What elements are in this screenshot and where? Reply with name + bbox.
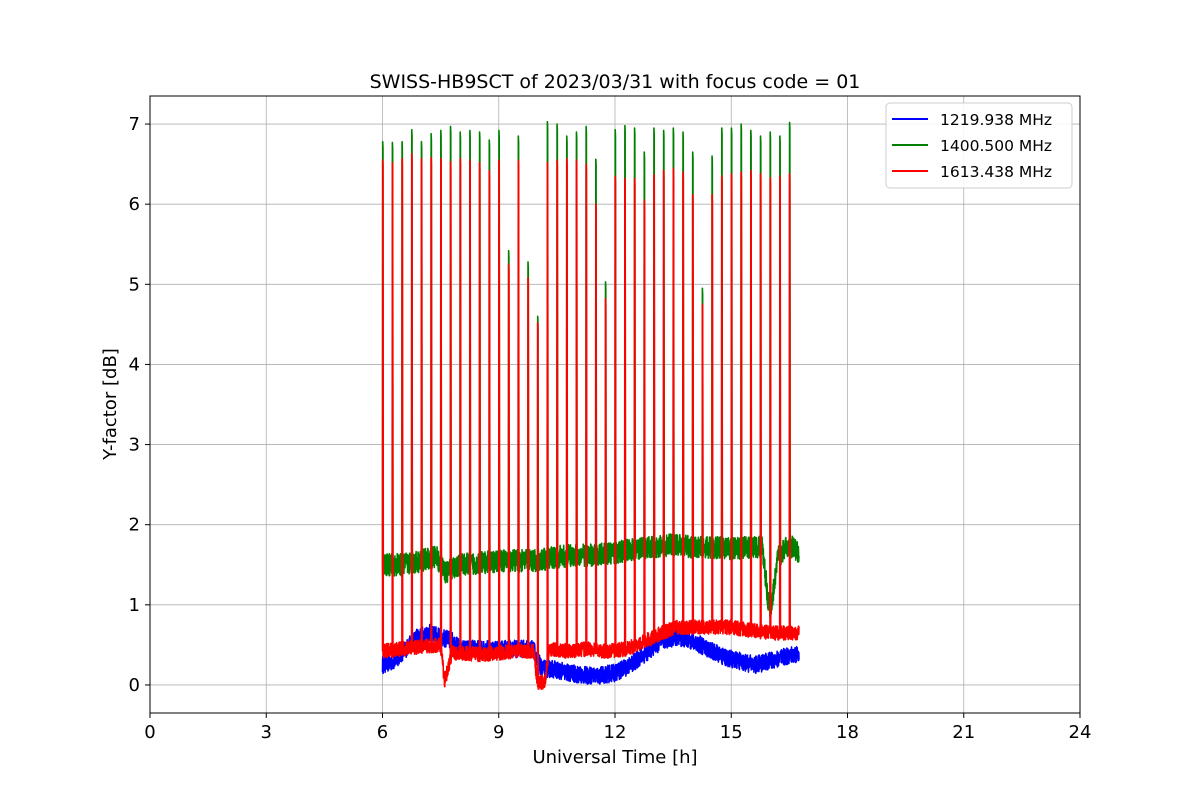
series-line-3 [381,152,800,690]
x-tick-label: 21 [952,722,975,743]
plot-area [381,120,800,690]
x-tick-label: 3 [261,722,272,743]
y-axis: 0 1 2 3 4 5 6 7 [129,114,150,696]
x-axis: 0 3 6 9 12 15 18 21 24 [144,713,1091,743]
x-tick-label: 6 [377,722,388,743]
y-tick-label: 5 [129,274,140,295]
x-axis-label: Universal Time [h] [532,747,697,768]
legend-box [885,102,1073,189]
legend-label: 1613.438 MHz [940,163,1052,181]
legend-label: 1219.938 MHz [940,111,1052,129]
y-tick-label: 7 [129,114,140,135]
x-tick-label: 24 [1069,722,1092,743]
x-tick-label: 9 [493,722,504,743]
chart-title: SWISS-HB9SCT of 2023/03/31 with focus co… [370,71,861,93]
y-tick-label: 4 [129,354,140,375]
x-tick-label: 12 [604,722,627,743]
y-tick-label: 3 [129,435,140,456]
x-tick-label: 18 [836,722,859,743]
y-tick-label: 0 [129,675,140,696]
legend-label: 1400.500 MHz [940,137,1052,155]
y-tick-label: 2 [129,515,140,536]
legend: 1219.938 MHz 1400.500 MHz 1613.438 MHz [885,102,1073,189]
y-axis-label: Y-factor [dB] [100,348,121,461]
x-tick-label: 15 [720,722,743,743]
x-tick-label: 0 [144,722,155,743]
y-tick-label: 6 [129,194,140,215]
y-tick-label: 1 [129,595,140,616]
